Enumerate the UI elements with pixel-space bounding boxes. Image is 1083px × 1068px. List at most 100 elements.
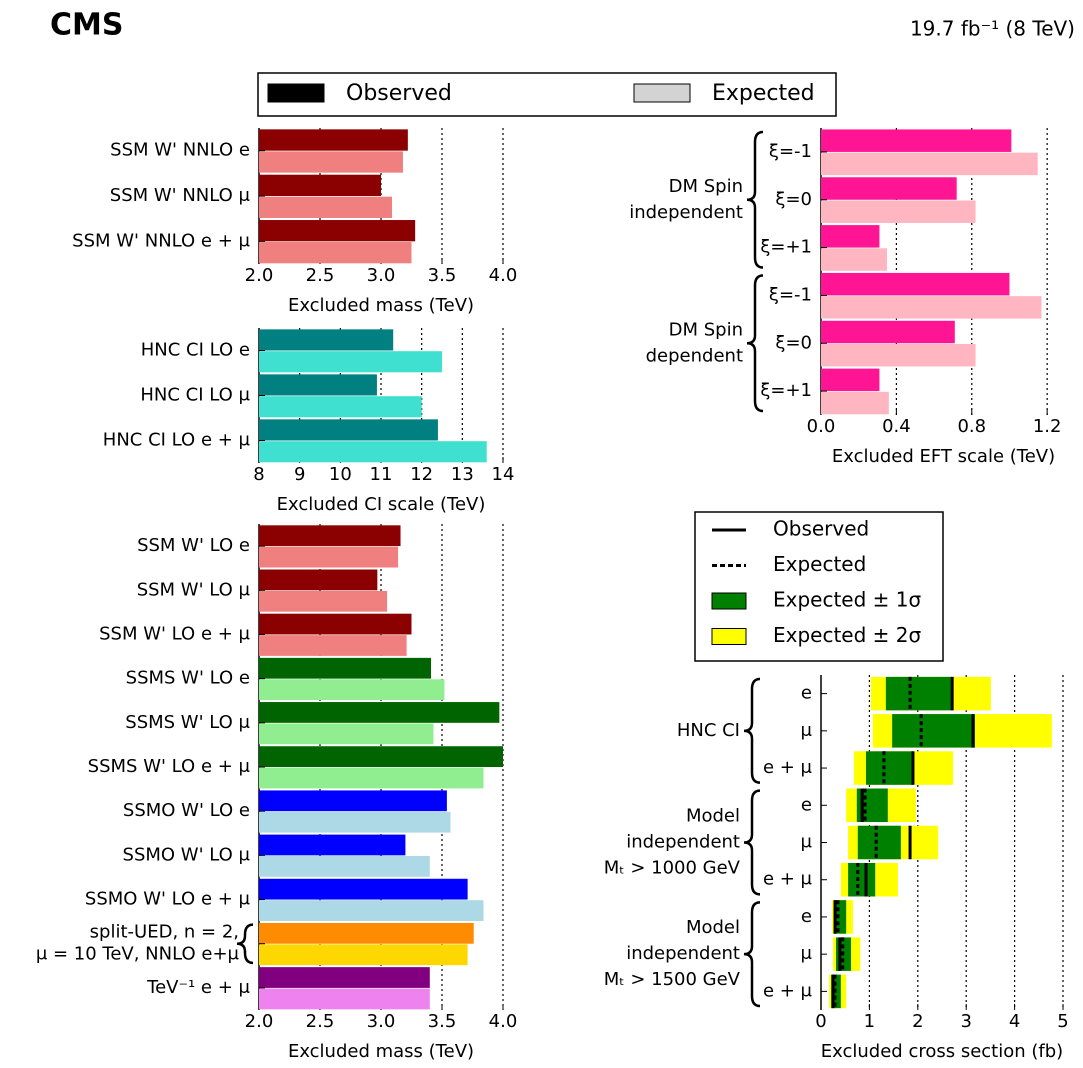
brace [743,901,761,1008]
category-label: ξ=+1 [760,380,812,401]
category-label: SSMS W' LO μ [125,712,250,733]
category-label: SSM W' NNLO e + μ [72,230,250,251]
bar [259,900,484,921]
band [866,751,913,785]
x-tick-label: 2.5 [306,265,335,286]
x-tick-label: 14 [492,464,515,485]
x-tick-label: 0 [815,1011,826,1032]
category-label: ξ=0 [775,189,812,210]
bar [259,856,430,877]
category-label: SSMS W' LO e [126,668,250,689]
bar [821,272,1010,296]
group-label: DM Spin [669,319,743,340]
category-label: e [801,794,812,815]
legend-swatch [267,83,325,103]
legend-label: Observed [773,517,869,541]
category-label: e + μ [763,757,813,778]
category-label: SSMO W' LO e [123,800,250,821]
group-label: Mₜ > 1500 GeV [604,969,741,990]
bar [821,296,1042,319]
bar [259,679,445,701]
bar [259,723,434,745]
x-tick-label: 8 [253,464,264,485]
bar [259,811,451,833]
bar [259,374,377,396]
group-label: DM Spin [669,176,743,197]
bar [259,329,394,351]
legend-label: Expected [773,552,866,576]
category-label: SSM W' NNLO e [110,140,250,161]
bar [259,746,503,767]
bar [259,590,388,612]
brace [743,789,761,896]
band [848,862,876,897]
legend-swatch [633,83,691,103]
x-axis-label: Excluded mass (TeV) [288,1041,474,1062]
group-label: Model [686,806,740,827]
bar [821,177,957,200]
x-tick-label: 2.5 [306,1011,335,1032]
category-label: HNC CI LO e [141,340,250,361]
band [892,714,975,748]
x-tick-label: 10 [329,464,352,485]
bar [259,151,403,173]
category-label: SSM W' LO μ [137,579,251,600]
x-axis-label: Excluded EFT scale (TeV) [832,446,1055,467]
bar [259,702,500,723]
brace [746,130,764,269]
lumi-label: 19.7 fb⁻¹ (8 TeV) [910,17,1075,41]
x-tick-label: 3.5 [428,265,457,286]
x-axis-label: Excluded CI scale (TeV) [277,494,486,515]
legend-label: Observed [346,81,452,106]
bar [821,200,976,223]
category-label: SSMO W' LO e + μ [85,889,251,910]
legend-label: Expected ± 1σ [773,588,922,612]
bar [259,441,487,463]
category-label: ξ=-1 [769,141,812,162]
bar [259,129,408,151]
x-tick-label: 2.0 [245,1011,274,1032]
x-tick-label: 4.0 [489,1011,518,1032]
bar [259,525,401,547]
x-tick-label: 3.5 [428,1011,457,1032]
x-tick-label: 9 [294,464,305,485]
x-tick-label: 13 [451,464,474,485]
legend-label: Expected ± 2σ [773,623,922,647]
group-label: independent [629,202,743,223]
bar [821,129,1012,152]
x-axis-label: Excluded cross section (fb) [821,1041,1063,1062]
x-tick-label: 0.8 [957,416,986,437]
bar [259,878,468,900]
x-tick-label: 2 [912,1011,923,1032]
bar [259,396,422,418]
group-label: independent [626,943,740,964]
bar [821,391,889,415]
bar [259,790,447,812]
experiment-label: CMS [50,8,123,43]
category-label: ξ=-1 [769,284,812,305]
category-label: HNC CI LO μ [140,385,250,406]
category-label: μ = 10 TeV, NNLO e+μ [36,944,240,965]
legend-swatch [711,592,747,610]
category-label: e + μ [763,980,813,1001]
bar [259,767,484,789]
x-tick-label: 3.0 [367,265,396,286]
group-label: dependent [646,345,743,366]
group-label: Mₜ > 1000 GeV [604,858,741,879]
category-label: μ [801,720,813,741]
category-label: SSM W' LO e [137,535,250,556]
bar [259,174,381,196]
legend-swatch [711,628,747,645]
legend-label: Expected [712,81,815,106]
bar [259,613,412,635]
bar [259,351,442,373]
x-axis-label: Excluded mass (TeV) [288,295,474,316]
category-label: split-UED, n = 2, [90,922,239,943]
bar [259,967,430,988]
brace [743,677,761,784]
x-tick-label: 0.4 [882,416,911,437]
bar [821,225,880,248]
category-label: ξ=0 [775,332,812,353]
x-tick-label: 1 [864,1011,875,1032]
group-label: HNC CI [677,720,740,741]
